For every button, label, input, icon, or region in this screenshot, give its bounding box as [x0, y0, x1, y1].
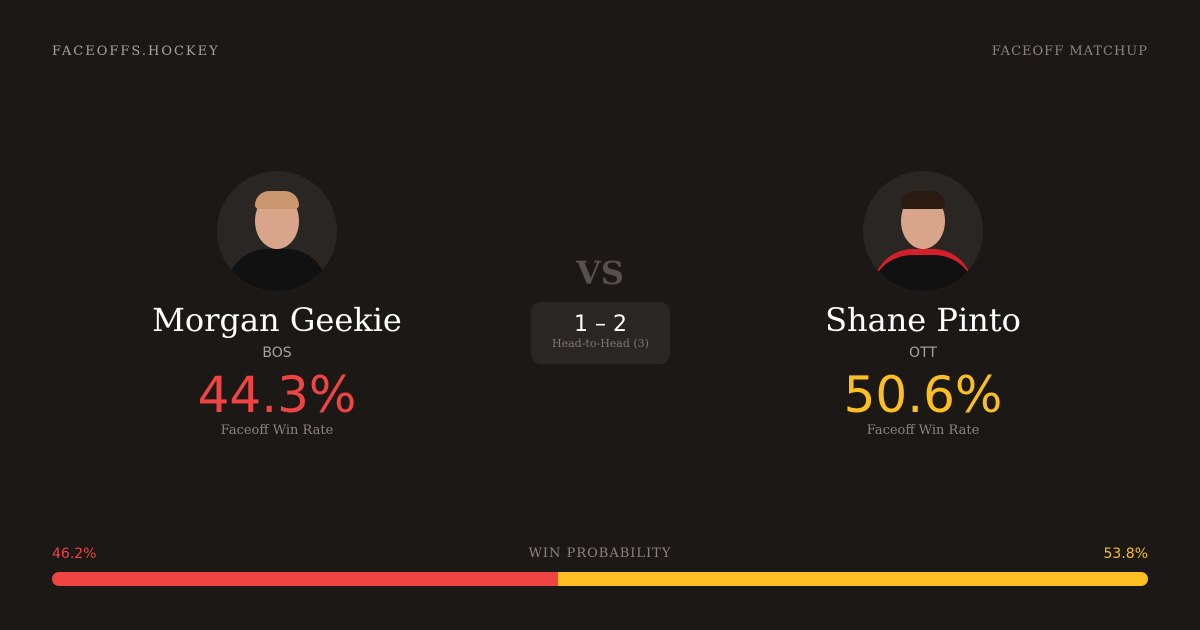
rate-label: Faceoff Win Rate [866, 423, 980, 438]
faceoff-win-rate: 50.6% [843, 366, 1003, 424]
player-avatar [217, 171, 337, 291]
page-tag: FACEOFF MATCHUP [991, 44, 1148, 59]
player-card-left: Morgan Geekie BOS 44.3% Faceoff Win Rate [127, 171, 427, 438]
player-team: OTT [909, 345, 937, 361]
win-probability-title: WIN PROBABILITY [528, 546, 672, 561]
vs-label: VS [576, 254, 624, 292]
player-card-right: Shane Pinto OTT 50.6% Faceoff Win Rate [773, 171, 1073, 438]
win-probability-left: 46.2% [52, 546, 97, 562]
player-name: Morgan Geekie [152, 301, 402, 339]
win-probability-fill-right [558, 572, 1148, 586]
win-probability-bar [52, 572, 1148, 586]
win-probability-right: 53.8% [1103, 546, 1148, 562]
win-probability-fill-left [52, 572, 559, 586]
player-avatar [863, 171, 983, 291]
h2h-score: 1 – 2 [574, 312, 627, 337]
player-team: BOS [262, 345, 292, 361]
brand-logo-text: FACEOFFS.HOCKEY [52, 44, 220, 59]
player-name: Shane Pinto [825, 301, 1021, 339]
head-to-head-badge: 1 – 2 Head-to-Head (3) [531, 302, 670, 364]
faceoff-win-rate: 44.3% [197, 366, 357, 424]
rate-label: Faceoff Win Rate [220, 423, 334, 438]
h2h-label: Head-to-Head (3) [552, 337, 649, 350]
